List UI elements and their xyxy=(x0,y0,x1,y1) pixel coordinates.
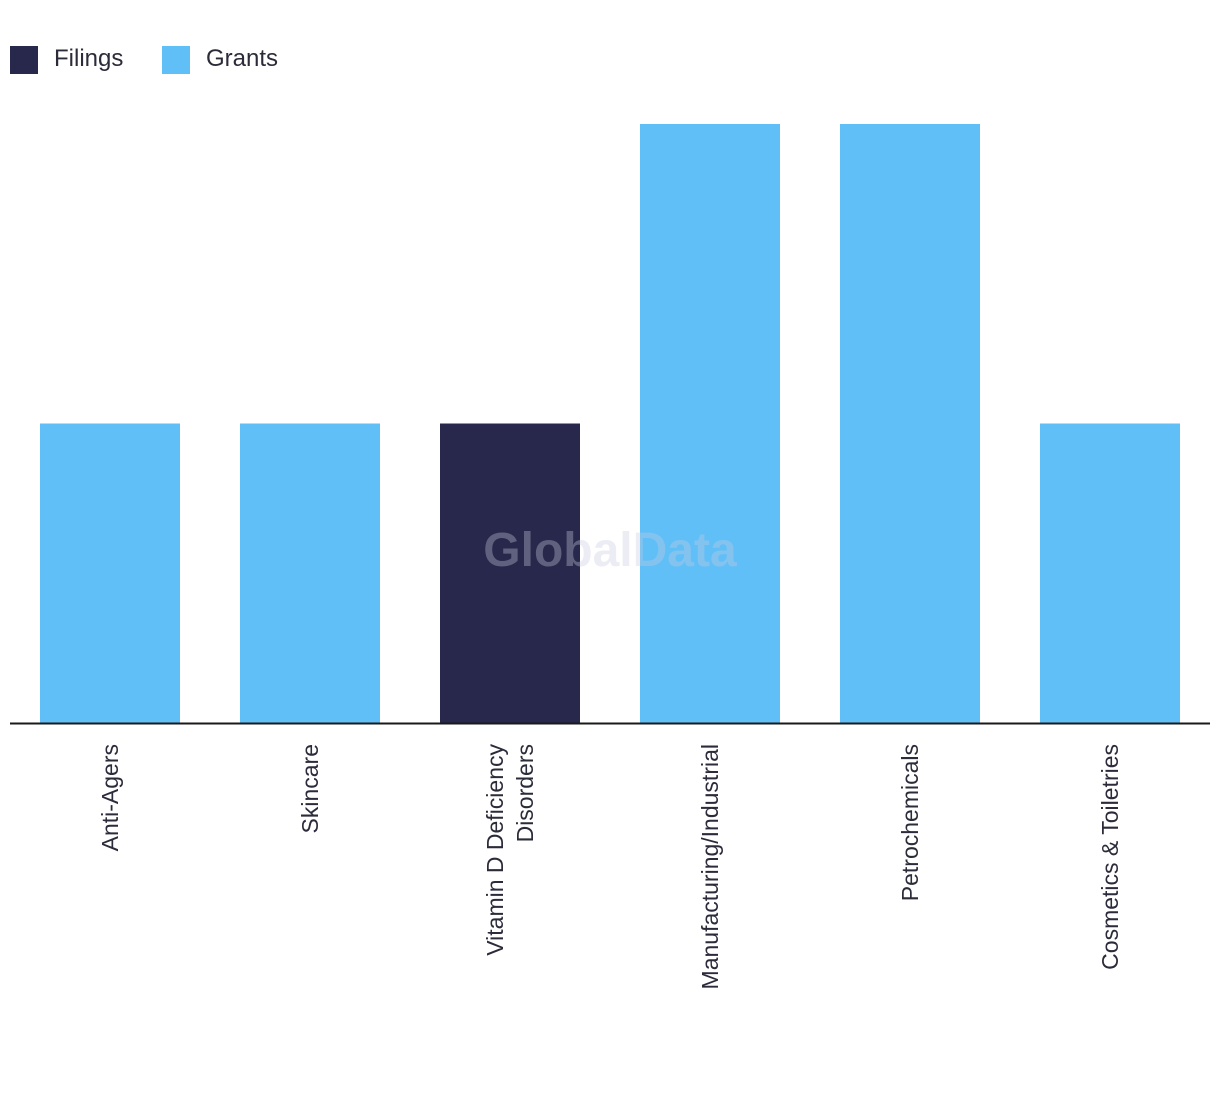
x-tick-label-line: Manufacturing/Industrial xyxy=(697,744,723,989)
x-tick-label-line: Disorders xyxy=(512,744,538,842)
x-tick-labels: Anti-Agers Skincare Vitamin D Deficiency Di… xyxy=(97,744,1123,990)
legend-label-filings: Filings xyxy=(54,45,123,72)
x-tick-label-0: Anti-Agers xyxy=(97,744,123,851)
legend-swatch-filings xyxy=(10,46,38,74)
x-tick-label-4: Petrochemicals xyxy=(897,744,923,901)
bar-1 xyxy=(240,423,380,723)
x-tick-label-line: Petrochemicals xyxy=(897,744,923,901)
bar-0 xyxy=(40,423,180,723)
x-tick-label-1: Skincare xyxy=(297,744,323,833)
bar-3 xyxy=(640,124,780,723)
x-tick-label-5: Cosmetics & Toiletries xyxy=(1097,744,1123,970)
x-tick-label-line: Cosmetics & Toiletries xyxy=(1097,744,1123,970)
bar-5 xyxy=(1040,423,1180,723)
legend: Filings Grants xyxy=(10,45,278,74)
bars xyxy=(40,124,1180,723)
watermark: GlobalData xyxy=(483,524,737,577)
x-tick-label-line: Skincare xyxy=(297,744,323,833)
bar-2 xyxy=(440,423,580,723)
bar-4 xyxy=(840,124,980,723)
x-tick-label-3: Manufacturing/Industrial xyxy=(697,744,723,989)
x-tick-label-2: Vitamin D Deficiency Disorders xyxy=(482,744,538,956)
x-tick-label-line: Anti-Agers xyxy=(97,744,123,851)
x-tick-label-line: Vitamin D Deficiency xyxy=(482,744,508,956)
legend-swatch-grants xyxy=(162,46,190,74)
legend-label-grants: Grants xyxy=(206,45,278,72)
